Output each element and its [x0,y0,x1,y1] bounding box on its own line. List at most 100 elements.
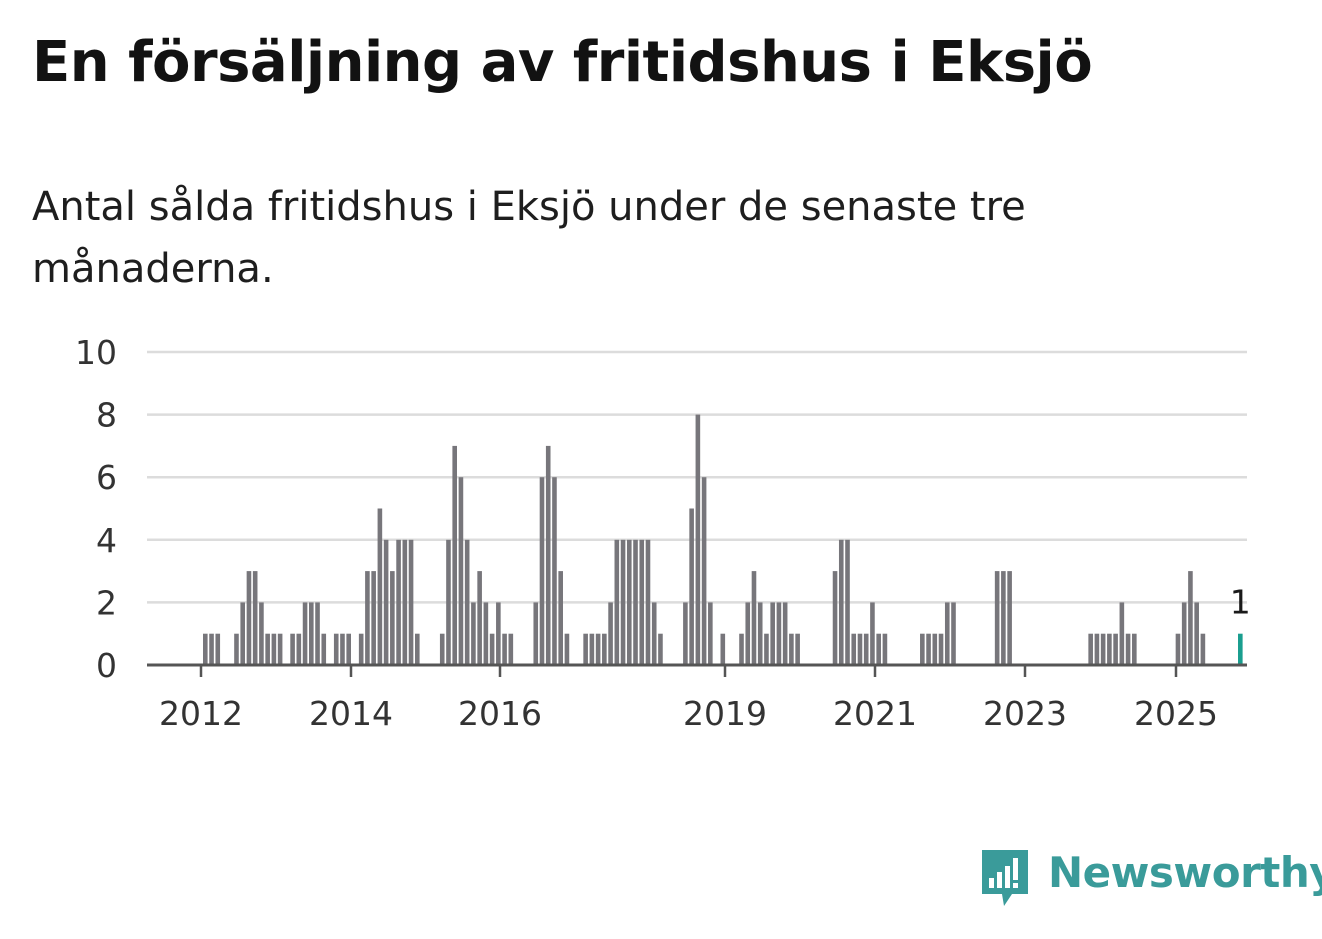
bar [533,602,539,665]
bar [346,633,351,665]
bar [882,633,888,665]
bar [1100,633,1106,665]
bar [583,633,588,665]
bar [271,633,277,665]
x-tick-label: 2016 [458,694,542,733]
bar [845,539,850,665]
bar [589,633,595,665]
bar [402,539,408,665]
bar [203,633,208,665]
bar [739,633,744,665]
bar [776,602,782,665]
y-axis-ticks: 0 2 4 6 8 10 [75,333,117,685]
bar [920,633,925,665]
chart-title: En försäljning av fritidshus i Eksjö [32,30,1093,95]
bar [1181,602,1187,665]
bar [720,633,726,665]
bar [795,633,800,665]
chart-subtitle: Antal sålda fritidshus i Eksjö under de … [32,184,1026,292]
y-tick-label: 6 [96,458,117,497]
bar [838,539,844,665]
bar [863,633,869,665]
bar [439,633,445,665]
bar [608,602,613,665]
bar [414,633,420,665]
bar [938,633,944,665]
bar [701,477,707,665]
bar [1088,633,1093,665]
bar [658,633,663,665]
bar [321,633,327,665]
bar [315,602,320,665]
bar [377,508,383,665]
bar [234,633,239,665]
bar [452,445,457,665]
bar [290,633,295,665]
y-tick-label: 0 [96,646,117,685]
bar [751,571,757,665]
bar [215,633,221,665]
bar [340,633,345,665]
x-tick-label: 2019 [683,694,767,733]
bar [483,602,489,665]
bar [620,539,626,665]
bar [645,539,651,665]
x-tick-label: 2021 [833,694,917,733]
bar [302,602,308,665]
bar [602,633,607,665]
bar [651,602,657,665]
bar [390,571,395,665]
y-tick-label: 2 [96,583,117,622]
x-tick-label: 2025 [1134,694,1218,733]
bar [614,539,620,665]
x-tick-label: 2023 [983,694,1067,733]
bar [857,633,863,665]
bar [789,633,794,665]
x-tick-label: 2014 [309,694,393,733]
y-tick-label: 8 [96,396,117,435]
bar [633,539,638,665]
bar [764,633,769,665]
bar [458,477,464,665]
bar [1094,633,1100,665]
bar [1119,602,1125,665]
bar [502,633,507,665]
x-axis-ticks: 2012 2014 2016 2019 2021 2023 2025 [159,665,1218,733]
bar [832,571,838,665]
bar [489,633,495,665]
bar [595,633,601,665]
bar [1175,633,1181,665]
bar [851,633,857,665]
bar [240,602,246,665]
bar [876,633,881,665]
bar [309,602,314,665]
bar [639,539,645,665]
bar [926,633,931,665]
bar [782,602,788,665]
bar [1113,633,1118,665]
bar [1107,633,1112,665]
bar [477,571,482,665]
bar [1132,633,1137,665]
bar [496,602,501,665]
bar [870,602,875,665]
bar [252,571,258,665]
y-tick-label: 4 [96,521,117,560]
bar [265,633,270,665]
bar [508,633,514,665]
bars [203,414,1243,665]
bar [1007,571,1012,665]
bar [1200,633,1206,665]
bar [464,539,470,665]
bar [365,571,370,665]
brand-name: Newsworthy [1048,848,1322,897]
bar [333,633,339,665]
bar [296,633,302,665]
bar [626,539,632,665]
bar [932,633,938,665]
highlight-value-label: 1 [1230,583,1251,622]
bar [545,445,551,665]
bar [259,602,264,665]
bar [708,602,713,665]
newsworthy-logo-icon [982,850,1028,906]
